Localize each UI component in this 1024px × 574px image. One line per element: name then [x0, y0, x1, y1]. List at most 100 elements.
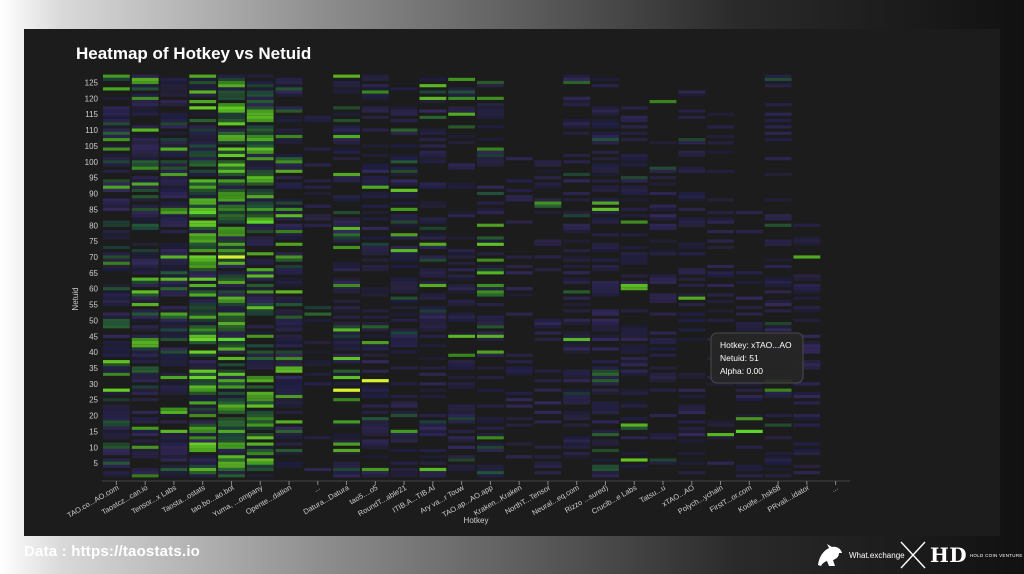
heatmap-cell[interactable]	[246, 448, 274, 453]
heatmap-cell[interactable]	[333, 239, 360, 243]
heatmap-cell[interactable]	[189, 112, 217, 116]
heatmap-cell[interactable]	[793, 341, 821, 345]
heatmap-cell[interactable]	[160, 439, 188, 443]
heatmap-cell[interactable]	[477, 112, 504, 116]
heatmap-cell[interactable]	[764, 423, 792, 427]
heatmap-cell[interactable]	[246, 474, 274, 478]
heatmap-cell[interactable]	[275, 119, 303, 123]
heatmap-cell[interactable]	[534, 201, 562, 205]
heatmap-cell[interactable]	[419, 201, 447, 205]
heatmap-cell[interactable]	[448, 96, 475, 100]
heatmap-cell[interactable]	[620, 391, 648, 395]
heatmap-cell[interactable]	[764, 290, 792, 294]
heatmap-cell[interactable]	[649, 337, 677, 342]
heatmap-cell[interactable]	[361, 322, 389, 326]
heatmap-cell[interactable]	[563, 280, 591, 284]
heatmap-cell[interactable]	[131, 106, 159, 110]
heatmap-cell[interactable]	[592, 404, 619, 408]
heatmap-cell[interactable]	[563, 391, 591, 395]
heatmap-cell[interactable]	[390, 337, 418, 342]
heatmap-cell[interactable]	[678, 426, 706, 430]
heatmap-cell[interactable]	[563, 423, 591, 427]
heatmap-cell[interactable]	[361, 74, 389, 78]
heatmap-cell[interactable]	[793, 464, 821, 468]
heatmap-cell[interactable]	[275, 211, 303, 215]
heatmap-cell[interactable]	[361, 84, 389, 88]
heatmap-cell[interactable]	[620, 176, 648, 180]
heatmap-cell[interactable]	[246, 236, 274, 240]
heatmap-cell[interactable]	[592, 375, 619, 380]
heatmap-cell[interactable]	[707, 283, 734, 288]
heatmap-cell[interactable]	[361, 252, 389, 256]
heatmap-cell[interactable]	[160, 353, 188, 357]
heatmap-cell[interactable]	[218, 429, 245, 433]
heatmap-cell[interactable]	[103, 369, 130, 373]
heatmap-cell[interactable]	[390, 290, 418, 294]
heatmap-cell[interactable]	[275, 391, 303, 395]
heatmap-cell[interactable]	[189, 204, 217, 208]
heatmap-cell[interactable]	[189, 172, 217, 177]
heatmap-cell[interactable]	[419, 138, 447, 142]
heatmap-cell[interactable]	[390, 328, 418, 332]
heatmap-cell[interactable]	[189, 283, 217, 288]
heatmap-cell[interactable]	[390, 223, 418, 227]
heatmap-cell[interactable]	[131, 217, 159, 221]
heatmap-cell[interactable]	[448, 182, 475, 186]
heatmap-cell[interactable]	[361, 328, 389, 332]
heatmap-cell[interactable]	[218, 299, 245, 303]
heatmap-cell[interactable]	[448, 134, 475, 139]
heatmap-cell[interactable]	[361, 179, 389, 183]
heatmap-cell[interactable]	[103, 442, 130, 446]
heatmap-cell[interactable]	[419, 153, 447, 158]
heatmap-cell[interactable]	[361, 360, 389, 364]
heatmap-cell[interactable]	[793, 334, 821, 338]
heatmap-cell[interactable]	[275, 296, 303, 300]
heatmap-cell[interactable]	[103, 417, 130, 421]
heatmap-cell[interactable]	[678, 394, 706, 399]
heatmap-cell[interactable]	[131, 255, 159, 259]
heatmap-cell[interactable]	[275, 337, 303, 342]
heatmap-cell[interactable]	[189, 274, 217, 278]
heatmap-cell[interactable]	[189, 84, 217, 88]
heatmap-cell[interactable]	[477, 201, 504, 205]
heatmap-cell[interactable]	[361, 334, 389, 338]
heatmap-cell[interactable]	[361, 169, 389, 173]
heatmap-cell[interactable]	[160, 452, 188, 456]
heatmap-cell[interactable]	[390, 182, 418, 186]
heatmap-cell[interactable]	[246, 172, 274, 177]
heatmap-cell[interactable]	[333, 236, 360, 240]
heatmap-cell[interactable]	[390, 245, 418, 250]
heatmap-cell[interactable]	[793, 394, 821, 399]
heatmap-cell[interactable]	[592, 433, 619, 437]
heatmap-cell[interactable]	[620, 347, 648, 351]
heatmap-cell[interactable]	[218, 109, 245, 113]
heatmap-cell[interactable]	[707, 318, 734, 322]
heatmap-cell[interactable]	[246, 277, 274, 281]
heatmap-cell[interactable]	[419, 325, 447, 329]
heatmap-cell[interactable]	[189, 439, 217, 443]
heatmap-cell[interactable]	[592, 464, 619, 468]
heatmap-cell[interactable]	[189, 379, 217, 383]
heatmap-cell[interactable]	[275, 341, 303, 345]
heatmap-cell[interactable]	[160, 375, 188, 380]
heatmap-cell[interactable]	[131, 96, 159, 100]
heatmap-cell[interactable]	[592, 131, 619, 135]
heatmap-cell[interactable]	[246, 344, 274, 348]
heatmap-cell[interactable]	[333, 353, 360, 357]
heatmap-cell[interactable]	[505, 360, 533, 364]
heatmap-cell[interactable]	[620, 426, 648, 430]
heatmap-cell[interactable]	[275, 452, 303, 456]
heatmap-cell[interactable]	[189, 268, 217, 272]
heatmap-cell[interactable]	[649, 436, 677, 440]
heatmap-cell[interactable]	[390, 153, 418, 158]
heatmap-cell[interactable]	[246, 188, 274, 192]
heatmap-cell[interactable]	[563, 341, 591, 345]
heatmap-cell[interactable]	[131, 417, 159, 421]
heatmap-cell[interactable]	[218, 128, 245, 132]
heatmap-cell[interactable]	[275, 255, 303, 259]
heatmap-cell[interactable]	[131, 280, 159, 284]
heatmap-cell[interactable]	[563, 103, 591, 107]
heatmap-cell[interactable]	[160, 163, 188, 167]
heatmap-cell[interactable]	[275, 80, 303, 85]
heatmap-cell[interactable]	[592, 325, 619, 329]
